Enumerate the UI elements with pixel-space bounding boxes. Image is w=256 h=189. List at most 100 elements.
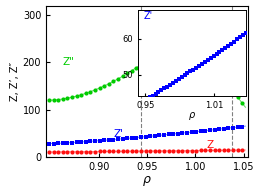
- Point: [65, 141, 69, 144]
- Text: Z': Z': [113, 129, 123, 139]
- Point: [61, 98, 65, 101]
- Point: [56, 150, 60, 153]
- Point: [125, 72, 129, 75]
- Point: [212, 149, 217, 152]
- Point: [212, 128, 217, 131]
- Point: [121, 137, 125, 140]
- Point: [47, 142, 51, 145]
- Point: [203, 149, 207, 152]
- Point: [93, 88, 97, 91]
- Point: [231, 126, 235, 129]
- Point: [130, 150, 134, 153]
- Point: [130, 69, 134, 72]
- Point: [134, 150, 138, 153]
- Point: [203, 129, 207, 132]
- Point: [102, 84, 106, 88]
- Point: [79, 93, 83, 96]
- Point: [166, 41, 170, 44]
- Point: [88, 150, 92, 153]
- Point: [176, 132, 180, 135]
- Point: [148, 135, 152, 138]
- Point: [185, 25, 189, 28]
- X-axis label: ρ: ρ: [143, 173, 151, 186]
- Point: [203, 37, 207, 40]
- Point: [98, 139, 102, 142]
- Point: [139, 136, 143, 139]
- Point: [79, 150, 83, 153]
- Point: [139, 149, 143, 153]
- Point: [217, 149, 221, 152]
- Point: [208, 49, 212, 52]
- Point: [222, 127, 226, 130]
- Point: [236, 149, 240, 152]
- Point: [199, 149, 203, 152]
- Point: [84, 150, 88, 153]
- Point: [84, 140, 88, 143]
- Point: [107, 82, 111, 85]
- Point: [194, 130, 198, 133]
- Point: [47, 150, 51, 153]
- Point: [166, 133, 170, 136]
- Point: [217, 67, 221, 70]
- Point: [144, 135, 148, 138]
- Point: [240, 149, 244, 152]
- Point: [139, 63, 143, 66]
- Point: [176, 33, 180, 36]
- Point: [185, 131, 189, 134]
- Point: [194, 15, 198, 18]
- Point: [185, 149, 189, 152]
- Point: [166, 149, 170, 152]
- Point: [70, 96, 74, 99]
- Point: [199, 18, 203, 21]
- Point: [125, 137, 129, 140]
- Point: [56, 142, 60, 145]
- Point: [116, 77, 120, 80]
- Point: [226, 127, 230, 130]
- Point: [74, 94, 79, 98]
- Point: [240, 125, 244, 128]
- Point: [51, 98, 56, 101]
- Point: [180, 149, 184, 152]
- Point: [153, 134, 157, 137]
- Point: [125, 150, 129, 153]
- Point: [236, 125, 240, 129]
- Y-axis label: Z, Z’, Z″: Z, Z’, Z″: [10, 62, 20, 101]
- Point: [153, 149, 157, 153]
- Point: [98, 87, 102, 90]
- Point: [134, 136, 138, 139]
- Point: [70, 150, 74, 153]
- Point: [51, 150, 56, 153]
- Point: [102, 150, 106, 153]
- Point: [51, 142, 56, 145]
- Point: [70, 141, 74, 144]
- Point: [231, 149, 235, 152]
- Point: [148, 56, 152, 59]
- Point: [231, 89, 235, 92]
- Point: [171, 37, 175, 40]
- Point: [111, 138, 115, 141]
- Point: [171, 132, 175, 136]
- Point: [212, 59, 217, 62]
- Point: [144, 60, 148, 63]
- Point: [134, 66, 138, 69]
- Point: [217, 128, 221, 131]
- Point: [240, 101, 244, 105]
- Point: [144, 149, 148, 153]
- Point: [157, 49, 161, 52]
- Point: [102, 139, 106, 142]
- Point: [107, 150, 111, 153]
- Point: [121, 150, 125, 153]
- Point: [208, 149, 212, 152]
- Point: [116, 150, 120, 153]
- Point: [79, 140, 83, 143]
- Text: Z: Z: [207, 140, 214, 150]
- Point: [61, 150, 65, 153]
- Point: [189, 20, 194, 23]
- Point: [65, 150, 69, 153]
- Point: [171, 149, 175, 152]
- Point: [162, 149, 166, 152]
- Point: [130, 136, 134, 139]
- Point: [180, 29, 184, 32]
- Point: [176, 149, 180, 152]
- Point: [236, 95, 240, 98]
